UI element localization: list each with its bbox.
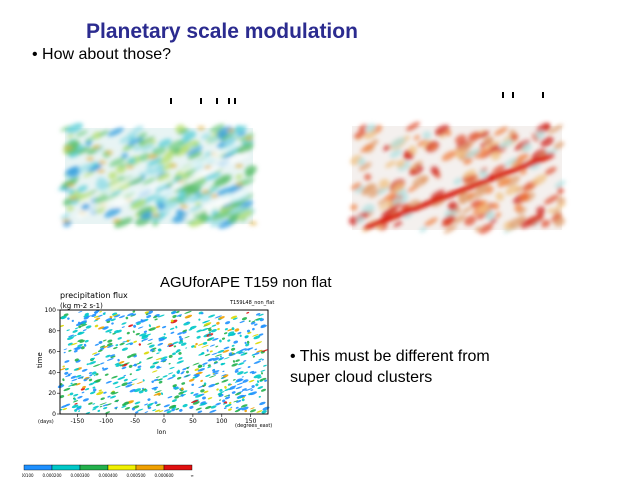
hovmoller-plot-left (58, 98, 268, 229)
y-axis-ticks: 100 80 60 40 20 0 (45, 307, 60, 418)
y-tick-label: 80 (48, 328, 56, 335)
y-tick-label: 40 (48, 369, 56, 376)
colorbar-label: 0.000200 (42, 473, 62, 478)
plot-right-header-marks (502, 92, 544, 98)
hovmoller-plot-right (348, 92, 566, 234)
plot-left-field (58, 122, 268, 229)
plot-left-header-marks (170, 98, 236, 104)
colorbar-swatch (107, 464, 137, 471)
x-tick-label: 50 (189, 418, 197, 425)
x-axis-label: lon (157, 429, 166, 436)
slide-title: Planetary scale modulation (86, 20, 358, 43)
precipitation-field (57, 310, 270, 415)
colorbar-swatch (51, 464, 81, 471)
plot-title-line1: precipitation flux (60, 291, 128, 300)
bullet-bottom-line2: super cloud clusters (290, 369, 433, 386)
x-tick-label: -150 (71, 418, 85, 425)
bullet-bottom-line1: • This must be different from (290, 348, 490, 365)
y-tick-label: 20 (48, 390, 56, 397)
x-tick-label: -100 (99, 418, 113, 425)
y-tick-label: 0 (52, 411, 56, 418)
plot-experiment-label: T159L48_non_flat (229, 300, 274, 306)
plot-caption: AGUforAPE T159 non flat (160, 274, 332, 291)
x-axis-ticks: -150 -100 -50 0 50 100 150 (71, 414, 257, 425)
y-tick-label: 60 (48, 349, 56, 356)
colorbar-label: 0.000100 (22, 473, 34, 478)
colorbar-label: 0.000500 (126, 473, 146, 478)
colorbar-label: ∞ (190, 473, 193, 478)
colorbar-swatch (79, 464, 109, 471)
colorbar-swatch (23, 464, 53, 471)
x-axis-unit: (degrees_east) (235, 423, 272, 429)
plot-title-line2: (kg m-2 s-1) (60, 302, 103, 310)
y-tick-label: 100 (45, 307, 57, 314)
bullet-super-cloud-clusters: • This must be different from super clou… (290, 346, 540, 388)
colorbar: 0.000100 0.000200 0.000300 0.000400 0.000500… (22, 464, 194, 478)
precipitation-hovmoller-plot: precipitation flux (kg m-2 s-1) T159L48_… (36, 291, 274, 436)
y-axis-unit: (days) (38, 419, 54, 425)
x-tick-label: 100 (216, 418, 228, 425)
bullet-how-about-those: • How about those? (32, 46, 172, 63)
colorbar-label: 0.000400 (98, 473, 118, 478)
x-tick-label: -50 (130, 418, 140, 425)
plot-right-field (348, 121, 566, 234)
x-tick-label: 0 (162, 418, 166, 425)
colorbar-swatch (163, 464, 193, 471)
y-axis-label: time (36, 352, 44, 368)
colorbar-swatch (135, 464, 165, 471)
colorbar-label: 0.000300 (70, 473, 90, 478)
colorbar-label: 0.000600 (154, 473, 174, 478)
x-tick-label: 150 (245, 418, 257, 425)
